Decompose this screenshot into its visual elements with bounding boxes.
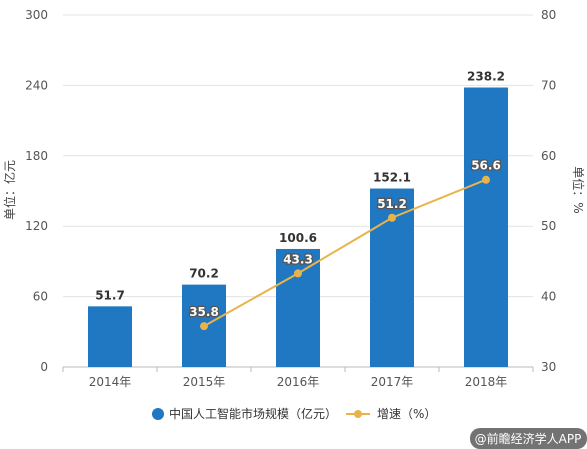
x-tick-label: 2014年 <box>89 375 132 389</box>
right-tick-label: 40 <box>541 290 556 304</box>
watermark-background <box>470 428 587 449</box>
growth-value-label: 51.2 <box>377 197 407 211</box>
watermark-text: @前瞻经济学人APP <box>475 431 582 446</box>
watermark-badge: @前瞻经济学人APP <box>470 428 587 449</box>
growth-value-label: 35.8 <box>189 305 219 319</box>
growth-point <box>482 175 490 184</box>
right-tick-label: 80 <box>541 8 556 22</box>
grid <box>62 14 534 372</box>
growth-point <box>294 269 302 278</box>
x-tick-label: 2018年 <box>465 375 508 389</box>
right-tick-label: 30 <box>541 360 556 374</box>
right-tick-label: 60 <box>541 149 556 163</box>
growth-line <box>203 178 487 328</box>
bar <box>88 306 132 367</box>
left-tick-label: 60 <box>33 290 48 304</box>
legend-bar-marker <box>152 408 164 420</box>
bar-series: 51.7 70.2 100.6 152.1 238.2 <box>88 70 508 368</box>
left-tick-label: 180 <box>25 149 48 163</box>
legend-bar-label: 中国人工智能市场规模（亿元） <box>169 406 337 421</box>
right-axis-title: 单位：% <box>571 166 586 213</box>
bar-value-label: 100.6 <box>279 231 317 245</box>
left-tick-label: 300 <box>25 8 48 22</box>
axis-ticks: 0 60 120 180 240 300 30 40 50 60 70 80 2014年 2015年 201… <box>25 8 556 389</box>
x-tick-label: 2017年 <box>371 375 414 389</box>
legend-line-dot <box>354 410 362 418</box>
x-tick-label: 2016年 <box>277 375 320 389</box>
left-tick-label: 120 <box>25 219 48 233</box>
right-tick-label: 50 <box>541 219 556 233</box>
left-tick-label: 240 <box>25 78 48 92</box>
growth-value-label: 43.3 <box>283 252 313 266</box>
legend-line-label: 增速（%） <box>377 407 436 421</box>
bar-value-label: 152.1 <box>373 171 411 185</box>
left-tick-label: 0 <box>40 360 48 374</box>
growth-value-label: 56.6 <box>471 159 501 173</box>
bar-value-label: 51.7 <box>95 288 125 302</box>
bar-value-label: 238.2 <box>467 70 505 84</box>
legend: 中国人工智能市场规模（亿元） 增速（%） <box>152 406 436 421</box>
left-axis-title: 单位：亿元 <box>2 160 17 220</box>
x-tick-label: 2015年 <box>183 375 226 389</box>
right-tick-label: 70 <box>541 78 556 92</box>
bar <box>276 248 320 367</box>
bar <box>464 87 508 368</box>
growth-point <box>200 322 208 331</box>
line-series: 35.8 43.3 51.2 56.6 <box>188 157 502 331</box>
growth-point <box>388 213 396 222</box>
bar-value-label: 70.2 <box>189 267 219 281</box>
